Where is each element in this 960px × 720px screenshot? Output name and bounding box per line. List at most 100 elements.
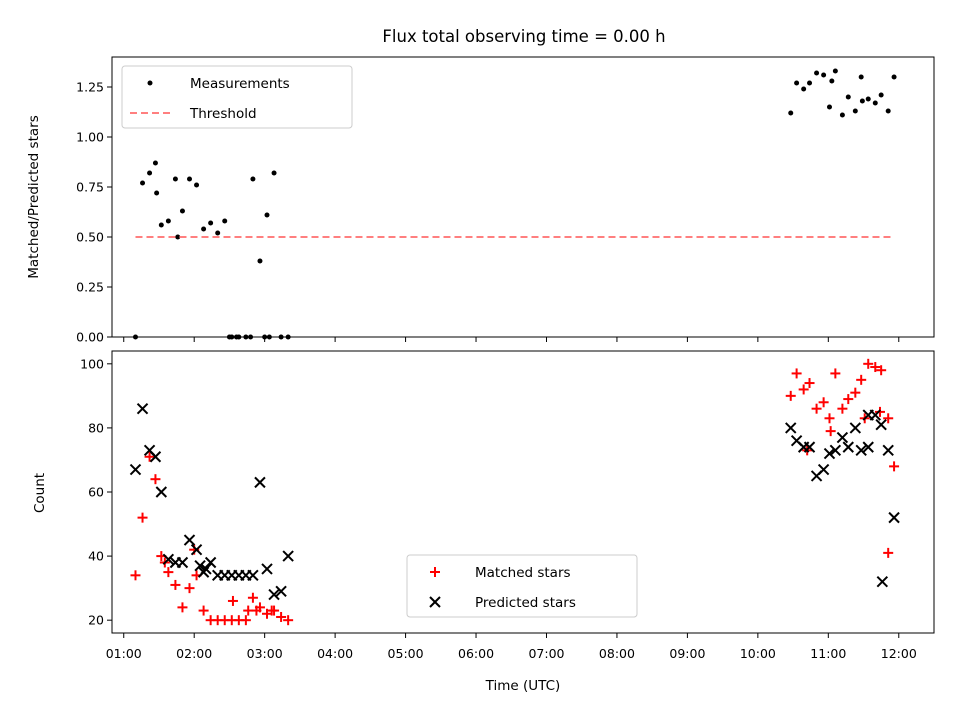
predicted-star-point bbox=[876, 576, 889, 588]
measurement-point bbox=[152, 160, 158, 166]
matched-star-point bbox=[843, 394, 854, 405]
measurement-point bbox=[865, 96, 871, 102]
top-y-axis-label: Matched/Predicted stars bbox=[26, 115, 42, 278]
predicted-star-point bbox=[882, 444, 894, 457]
predicted-star-point bbox=[785, 422, 797, 434]
measurement-point bbox=[257, 258, 263, 264]
matched-star-point bbox=[163, 567, 174, 578]
predicted-star-point bbox=[200, 563, 212, 575]
measurement-point bbox=[222, 218, 228, 224]
matched-star-point bbox=[240, 615, 251, 626]
measurement-point bbox=[832, 68, 838, 74]
predicted-star-point bbox=[829, 444, 842, 457]
chart-title: Flux total observing time = 0.00 h bbox=[382, 27, 665, 46]
predicted-star-point bbox=[862, 441, 874, 453]
x-tick-label: 04:00 bbox=[317, 646, 353, 661]
predicted-star-point bbox=[803, 441, 816, 453]
measurement-point bbox=[839, 112, 845, 118]
measurement-point bbox=[845, 94, 851, 100]
y-tick-label: 0.25 bbox=[76, 280, 104, 295]
measurement-point bbox=[154, 190, 160, 196]
x-tick-label: 02:00 bbox=[176, 646, 212, 661]
matched-star-point bbox=[883, 413, 894, 424]
matched-star-point bbox=[266, 605, 277, 616]
measurement-point bbox=[821, 72, 827, 78]
measurement-point bbox=[172, 176, 178, 182]
measurement-point bbox=[801, 86, 807, 92]
y-tick-label: 60 bbox=[88, 485, 104, 500]
matched-star-point bbox=[137, 512, 148, 523]
matched-star-point bbox=[150, 474, 161, 485]
predicted-star-point bbox=[129, 463, 142, 476]
matched-star-point bbox=[804, 378, 815, 389]
measurement-point bbox=[829, 78, 835, 84]
matched-star-point bbox=[791, 368, 802, 379]
predicted-star-point bbox=[176, 556, 189, 569]
matched-star-point bbox=[227, 595, 238, 606]
matched-star-point bbox=[837, 403, 848, 414]
bottom-panel: 01:00 02:00 03:00 04:00 05:00 06:00 07:00 08:00… bbox=[80, 350, 935, 661]
matched-star-point bbox=[818, 397, 829, 408]
legend-label: Matched stars bbox=[475, 565, 571, 581]
matched-star-point bbox=[883, 547, 894, 558]
matched-star-point bbox=[824, 413, 835, 424]
measurement-point bbox=[132, 334, 138, 340]
predicted-star-point bbox=[268, 588, 280, 601]
top-panel: 0.00 0.25 0.50 0.75 1.00 1.25 Measurements Thre… bbox=[76, 56, 935, 345]
x-tick-label: 03:00 bbox=[247, 646, 283, 661]
measurement-point bbox=[243, 334, 249, 340]
predicted-star-point bbox=[823, 447, 836, 460]
matched-star-point bbox=[798, 384, 809, 395]
matched-star-point bbox=[247, 592, 258, 603]
y-tick-label: 100 bbox=[80, 356, 104, 371]
measurement-point bbox=[266, 334, 272, 340]
y-tick-label: 40 bbox=[88, 549, 104, 564]
measurement-point bbox=[233, 334, 239, 340]
measurement-point bbox=[814, 70, 820, 76]
matched-star-point bbox=[870, 362, 881, 373]
predicted-star-point bbox=[849, 422, 862, 434]
predicted-star-point bbox=[888, 511, 900, 524]
y-tick-label: 1.25 bbox=[76, 80, 104, 95]
predicted-star-point bbox=[247, 569, 259, 582]
matched-star-point bbox=[177, 602, 188, 613]
matched-star-point bbox=[785, 390, 796, 401]
measurement-point bbox=[226, 334, 232, 340]
matched-star-point bbox=[811, 403, 822, 414]
legend-label: Measurements bbox=[190, 76, 290, 92]
plot-area bbox=[132, 68, 897, 340]
measurement-point bbox=[872, 100, 878, 106]
y-tick-label: 0.00 bbox=[76, 330, 104, 345]
measurement-point bbox=[201, 226, 207, 232]
measurement-point bbox=[278, 334, 284, 340]
measurement-point bbox=[878, 92, 884, 98]
matched-star-point bbox=[251, 605, 262, 616]
legend-label: Threshold bbox=[189, 106, 257, 122]
y-tick-label: 0.75 bbox=[76, 180, 104, 195]
measurement-point bbox=[271, 170, 277, 176]
measurement-point bbox=[194, 182, 200, 188]
predicted-star-point bbox=[155, 486, 168, 498]
predicted-star-point bbox=[261, 563, 273, 575]
x-tick-label: 07:00 bbox=[528, 646, 564, 661]
y-tick-label: 20 bbox=[88, 613, 104, 628]
predicted-star-point bbox=[136, 402, 149, 415]
x-tick-label: 01:00 bbox=[106, 646, 142, 661]
legend-measurement-swatch bbox=[147, 80, 153, 86]
predicted-star-point bbox=[869, 409, 881, 421]
legend-matched-swatch bbox=[430, 567, 440, 577]
measurement-point bbox=[858, 74, 864, 80]
measurement-point bbox=[158, 222, 164, 228]
measurement-point bbox=[208, 220, 214, 226]
measurement-point bbox=[807, 80, 813, 86]
x-tick-label: 12:00 bbox=[881, 646, 917, 661]
matched-star-point bbox=[863, 358, 874, 369]
measurement-point bbox=[175, 234, 181, 240]
x-tick-label: 09:00 bbox=[669, 646, 705, 661]
measurement-point bbox=[826, 104, 832, 110]
bottom-y-axis-label: Count bbox=[32, 473, 48, 513]
legend-box bbox=[406, 554, 638, 618]
matched-star-point bbox=[130, 570, 141, 581]
matched-star-point bbox=[276, 611, 287, 622]
plot-area bbox=[129, 358, 900, 626]
